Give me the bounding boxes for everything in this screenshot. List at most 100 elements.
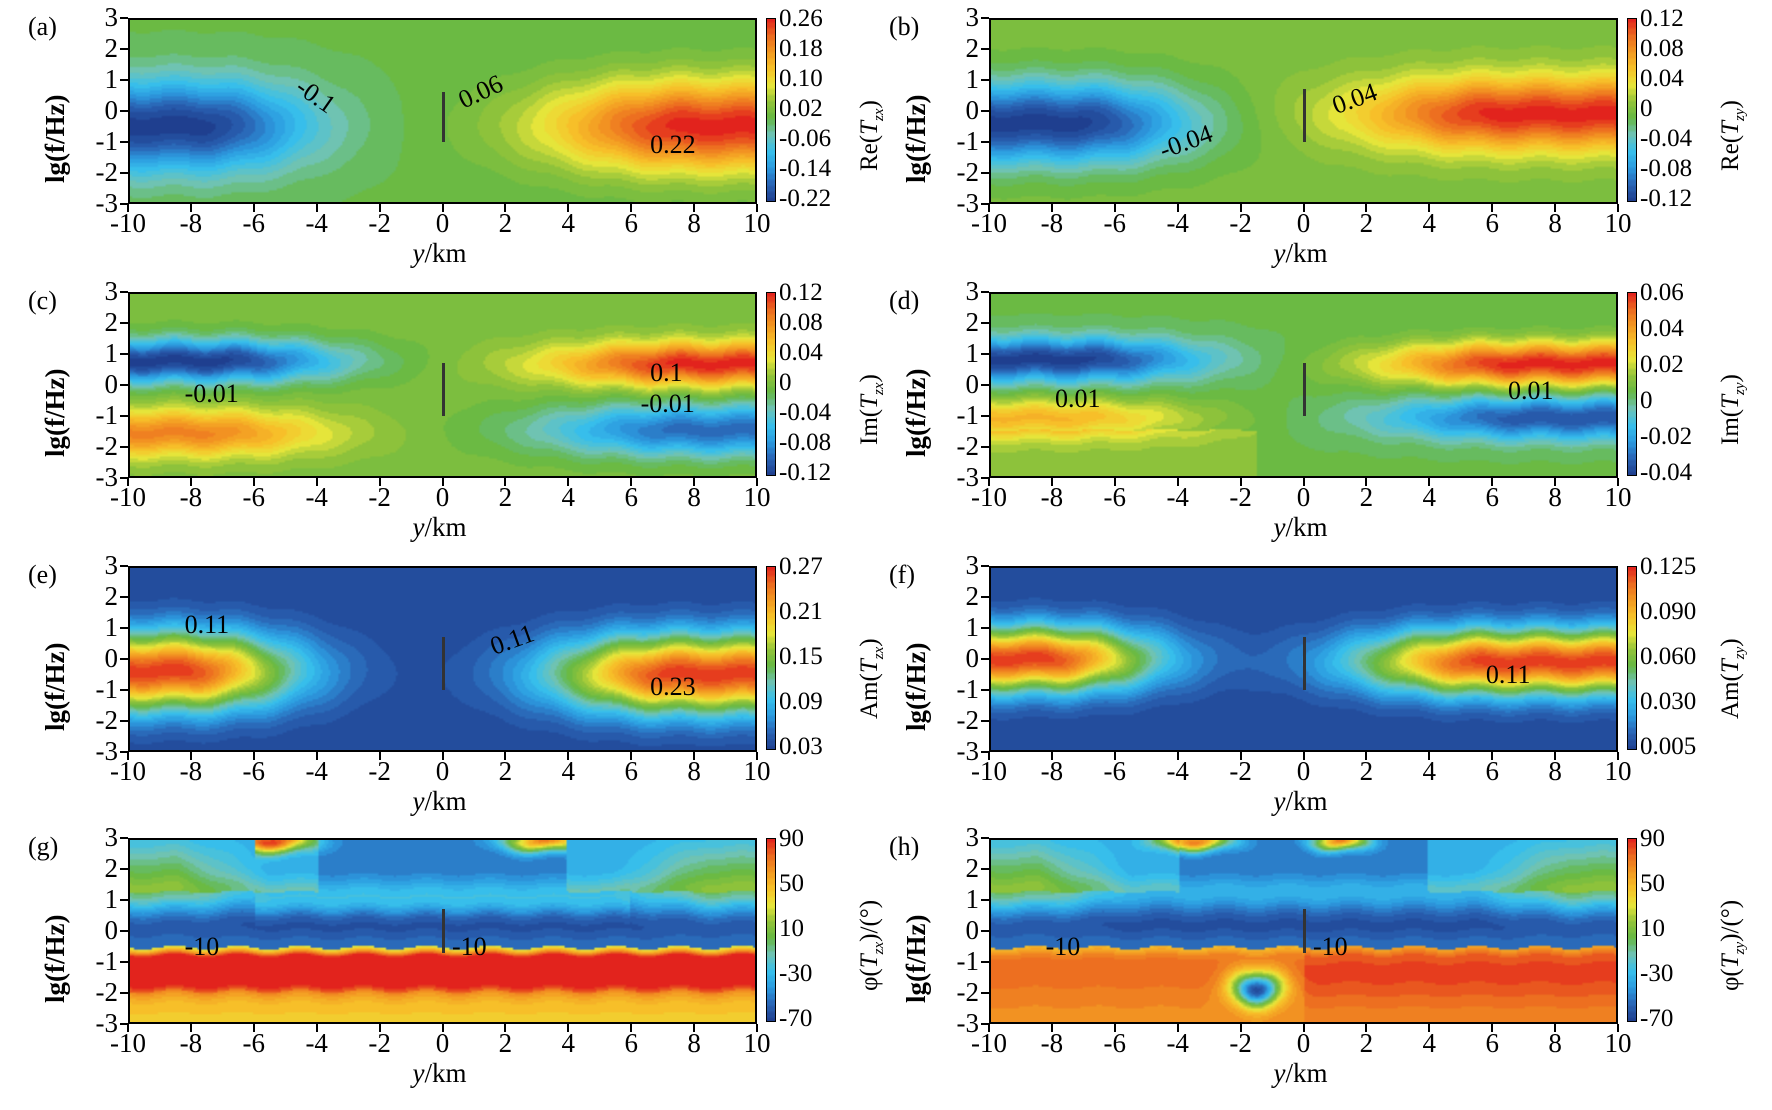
x-tick-label: 8	[687, 1028, 701, 1058]
y-tick-mark	[120, 1023, 128, 1025]
y-tick-label: 0	[104, 95, 119, 125]
x-tick-mark	[1302, 1024, 1305, 1032]
colorbar-label: Am(Tzy)	[1717, 638, 1749, 719]
x-tick-mark	[1176, 204, 1179, 212]
x-tick-mark	[1302, 478, 1305, 486]
x-tick-label: -10	[110, 756, 146, 786]
y-tick-mark	[120, 565, 128, 567]
colorbar	[1627, 566, 1637, 750]
colorbar-tick-label: 0.030	[1640, 688, 1697, 715]
colorbar-tick-label: -0.08	[1640, 155, 1693, 182]
y-tick-label: -1	[956, 674, 980, 704]
y-tick-label: 1	[104, 338, 119, 368]
y-tick-mark	[120, 992, 128, 994]
panel-label: (g)	[28, 832, 59, 861]
x-tick-label: 10	[1604, 756, 1632, 786]
colorbar-tick-label: 0.125	[1640, 553, 1697, 580]
fault-line-marker	[441, 909, 445, 953]
x-axis-label: y/km	[1274, 512, 1328, 543]
colorbar-label-suffix: )	[856, 100, 883, 109]
x-tick-mark	[1491, 752, 1494, 760]
colorbar-label: φ(Tzy)/(°)	[1717, 900, 1749, 991]
colorbar-tick-label: 0.06	[1640, 279, 1684, 306]
x-tick-mark	[1050, 204, 1053, 212]
y-tick-mark	[981, 446, 989, 448]
colorbar-tick-label: 0	[1640, 95, 1653, 122]
x-tick-label: 6	[624, 756, 638, 786]
y-tick-label: 2	[965, 853, 980, 883]
y-tick-mark	[981, 720, 989, 722]
colorbar-tick-label: 0.04	[1640, 315, 1684, 342]
colorbar-gradient	[1628, 19, 1636, 201]
x-tick-label: -2	[368, 756, 391, 786]
colorbar-label-prefix: Im(	[1717, 408, 1744, 445]
x-tick-mark	[127, 478, 129, 486]
colorbar-tick-label: 0	[779, 369, 792, 396]
y-tick-mark	[120, 658, 128, 660]
x-axis-unit: /km	[1285, 1058, 1328, 1088]
x-tick-mark	[630, 478, 633, 486]
y-tick-label: -2	[956, 705, 980, 735]
colorbar-label-prefix: φ(	[856, 968, 883, 991]
y-tick-label: 0	[104, 643, 119, 673]
y-tick-mark	[120, 837, 128, 839]
y-tick-mark	[981, 110, 989, 112]
y-tick-mark	[120, 141, 128, 143]
y-tick-mark	[981, 384, 989, 386]
x-axis-variable: y	[1273, 1058, 1286, 1088]
y-tick-label: -3	[956, 188, 980, 218]
x-tick-mark	[1617, 478, 1619, 486]
x-tick-label: -10	[110, 208, 146, 238]
x-axis-label: y/km	[1274, 1058, 1328, 1089]
x-tick-label: 10	[1604, 482, 1632, 512]
x-tick-label: 8	[687, 208, 701, 238]
x-tick-mark	[441, 478, 444, 486]
x-tick-mark	[1428, 1024, 1431, 1032]
y-tick-label: 1	[104, 884, 119, 914]
x-axis-label: y/km	[413, 512, 467, 543]
x-tick-label: -6	[1103, 208, 1127, 238]
y-tick-label: 1	[104, 64, 119, 94]
x-tick-mark	[1176, 478, 1179, 486]
x-tick-label: 2	[498, 1028, 513, 1058]
y-tick-label: 2	[965, 307, 980, 337]
colorbar-label-sub: zy	[1732, 646, 1748, 660]
y-tick-label: 3	[104, 2, 119, 32]
y-tick-mark	[981, 203, 989, 205]
colorbar-tick-label: 0.10	[779, 65, 823, 92]
x-tick-mark	[1365, 204, 1368, 212]
x-tick-mark	[693, 1024, 696, 1032]
colorbar-label: Re(Tzx)	[856, 100, 888, 171]
x-tick-mark	[504, 752, 507, 760]
y-tick-label: -2	[956, 431, 980, 461]
x-tick-label: 4	[561, 1028, 576, 1058]
y-tick-label: 0	[104, 915, 119, 945]
colorbar-label-prefix: Am(	[1717, 673, 1744, 719]
colorbar-label-var: T	[1717, 120, 1744, 135]
x-tick-mark	[756, 478, 758, 486]
y-tick-label: -2	[956, 977, 980, 1007]
colorbar-tick-label: 0.005	[1640, 733, 1697, 760]
colorbar-label-suffix: )	[1717, 100, 1744, 109]
x-tick-mark	[1491, 1024, 1494, 1032]
x-tick-mark	[441, 1024, 444, 1032]
x-axis-variable: y	[1273, 786, 1286, 816]
y-tick-label: -3	[95, 736, 119, 766]
colorbar-tick-label: -0.08	[779, 429, 832, 456]
x-tick-label: 10	[743, 1028, 771, 1058]
y-tick-label: 1	[104, 612, 119, 642]
x-tick-label: -4	[1166, 208, 1189, 238]
colorbar-tick-label: -0.02	[1640, 423, 1693, 450]
y-tick-label: -1	[95, 674, 119, 704]
fault-line-marker	[1302, 89, 1306, 142]
y-tick-label: -2	[95, 977, 119, 1007]
y-tick-label: 3	[104, 822, 119, 852]
colorbar-label: Am(Tzx)	[856, 638, 888, 719]
x-tick-label: -4	[305, 1028, 328, 1058]
x-tick-label: 8	[687, 482, 701, 512]
x-tick-label: 10	[1604, 208, 1632, 238]
y-tick-mark	[120, 48, 128, 50]
x-tick-mark	[252, 478, 255, 486]
y-axis-label: lg(f/Hz)	[901, 914, 931, 1003]
y-tick-label: 0	[104, 369, 119, 399]
